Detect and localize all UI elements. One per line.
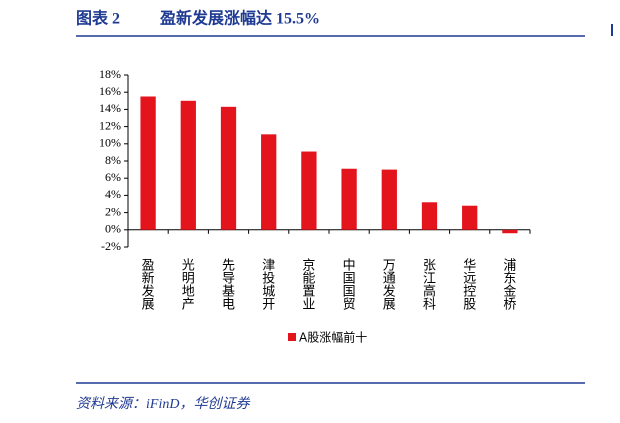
y-tick-label: 2% bbox=[105, 204, 121, 218]
y-tick-label: 8% bbox=[105, 153, 121, 167]
bar bbox=[421, 202, 438, 230]
chart-title: 盈新发展涨幅达 15.5% bbox=[159, 9, 320, 28]
y-tick-label: 0% bbox=[105, 222, 121, 236]
x-tick-label: 津投城开 bbox=[259, 258, 275, 310]
x-tick-label: 张江高科 bbox=[420, 258, 436, 310]
y-tick-label: 10% bbox=[99, 136, 121, 150]
bar bbox=[502, 229, 518, 234]
figure-label: 图表 2 bbox=[76, 9, 120, 28]
legend-swatch bbox=[288, 333, 296, 341]
bar bbox=[220, 106, 237, 230]
x-tick-label: 浦东金桥 bbox=[500, 258, 516, 311]
x-tick-label: 华远控股 bbox=[460, 258, 476, 311]
bar bbox=[341, 168, 357, 230]
source-note: 资料来源：iFinD，华创证券 bbox=[76, 396, 250, 412]
bar bbox=[140, 96, 156, 230]
y-tick-label: 4% bbox=[105, 187, 121, 201]
x-tick-label: 中国国贸 bbox=[340, 258, 356, 310]
y-tick-label: 18% bbox=[99, 67, 121, 81]
y-tick-label: 16% bbox=[99, 84, 121, 98]
x-tick-label: 光明地产 bbox=[179, 258, 195, 311]
y-tick-label: 14% bbox=[99, 101, 121, 115]
y-tick-label: 6% bbox=[105, 170, 121, 184]
x-tick-label: 盈新发展 bbox=[139, 258, 155, 310]
bar bbox=[180, 100, 196, 230]
y-tick-label: -2% bbox=[101, 239, 121, 253]
x-tick-label: 先导基电 bbox=[219, 258, 235, 310]
legend-label: A股涨幅前十 bbox=[299, 330, 367, 345]
bar bbox=[462, 205, 478, 230]
y-tick-label: 12% bbox=[99, 118, 121, 132]
bar bbox=[261, 134, 277, 230]
bar bbox=[381, 169, 397, 230]
x-tick-label: 万通发展 bbox=[380, 258, 396, 310]
x-tick-label: 京能置业 bbox=[299, 258, 315, 310]
bar bbox=[301, 151, 317, 230]
